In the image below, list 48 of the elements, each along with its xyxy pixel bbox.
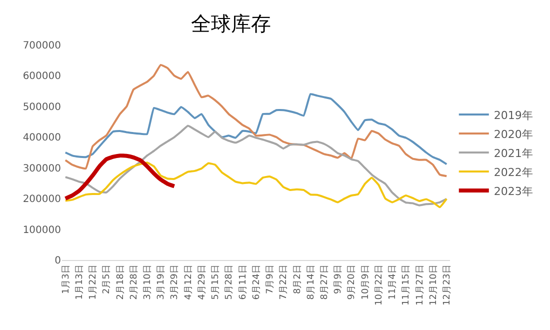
x-tick-label: 8月27日 [320, 264, 330, 300]
y-tick-label: 0 [54, 256, 61, 266]
x-tick-label: 4月12日 [184, 264, 194, 300]
x-tick-label: 12月23日 [442, 264, 453, 306]
y-tick-label: 700000 [22, 40, 61, 52]
line-series [64, 124, 448, 206]
legend-label: 2022年 [494, 166, 533, 179]
x-tick-label: 6月24日 [252, 264, 262, 300]
x-tick-label: 11月27日 [415, 264, 426, 306]
x-tick-label: 1月3日 [61, 264, 72, 294]
x-tick-label: 8月14日 [306, 264, 316, 300]
line-series [64, 93, 448, 166]
x-tick-label: 10月22日 [374, 264, 384, 306]
x-tick-label: 9月9日 [334, 264, 344, 294]
x-tick-label: 2月18日 [116, 264, 126, 300]
x-tick-label: 7月22日 [279, 264, 290, 300]
y-tick-label: 200000 [22, 194, 61, 206]
y-tick-label: 100000 [22, 224, 61, 236]
x-tick-label: 5月28日 [224, 264, 235, 300]
x-tick-label: 4月29日 [197, 264, 208, 300]
x-tick-label: 9月20日 [347, 264, 358, 300]
x-tick-label: 5月15日 [211, 264, 222, 300]
legend-label: 2019年 [494, 108, 533, 122]
x-tick-label: 3月10日 [143, 264, 154, 300]
legend-label: 2023年 [494, 184, 533, 198]
x-tick-label: 6月11日 [238, 264, 248, 300]
legend-label: 2020年 [494, 128, 533, 141]
x-tick-label: 10月9日 [360, 264, 371, 300]
chart-title: 全球库存 [191, 12, 271, 36]
x-tick-label: 12月10日 [428, 264, 439, 306]
y-tick-label: 300000 [22, 163, 61, 174]
y-tick-label: 400000 [22, 132, 61, 144]
x-tick-label: 3月19日 [156, 264, 167, 300]
line-series [63, 154, 176, 201]
x-tick-label: 3月29日 [170, 264, 180, 300]
legend-label: 2021年 [494, 146, 533, 160]
y-tick-label: 500000 [22, 102, 61, 113]
x-tick-label: 2月28日 [129, 264, 140, 300]
y-tick-label: 600000 [22, 71, 61, 82]
x-tick-label: 11月15日 [402, 264, 412, 306]
x-tick-label: 1月22日 [88, 264, 99, 300]
line-series [64, 64, 448, 178]
x-tick-label: 11月4日 [388, 264, 398, 300]
x-tick-label: 1月13日 [74, 264, 85, 300]
line-series [64, 162, 448, 208]
x-tick-label: 7月9日 [266, 264, 276, 294]
x-tick-label: 8月2日 [292, 264, 303, 294]
x-tick-label: 2月5日 [102, 264, 112, 294]
